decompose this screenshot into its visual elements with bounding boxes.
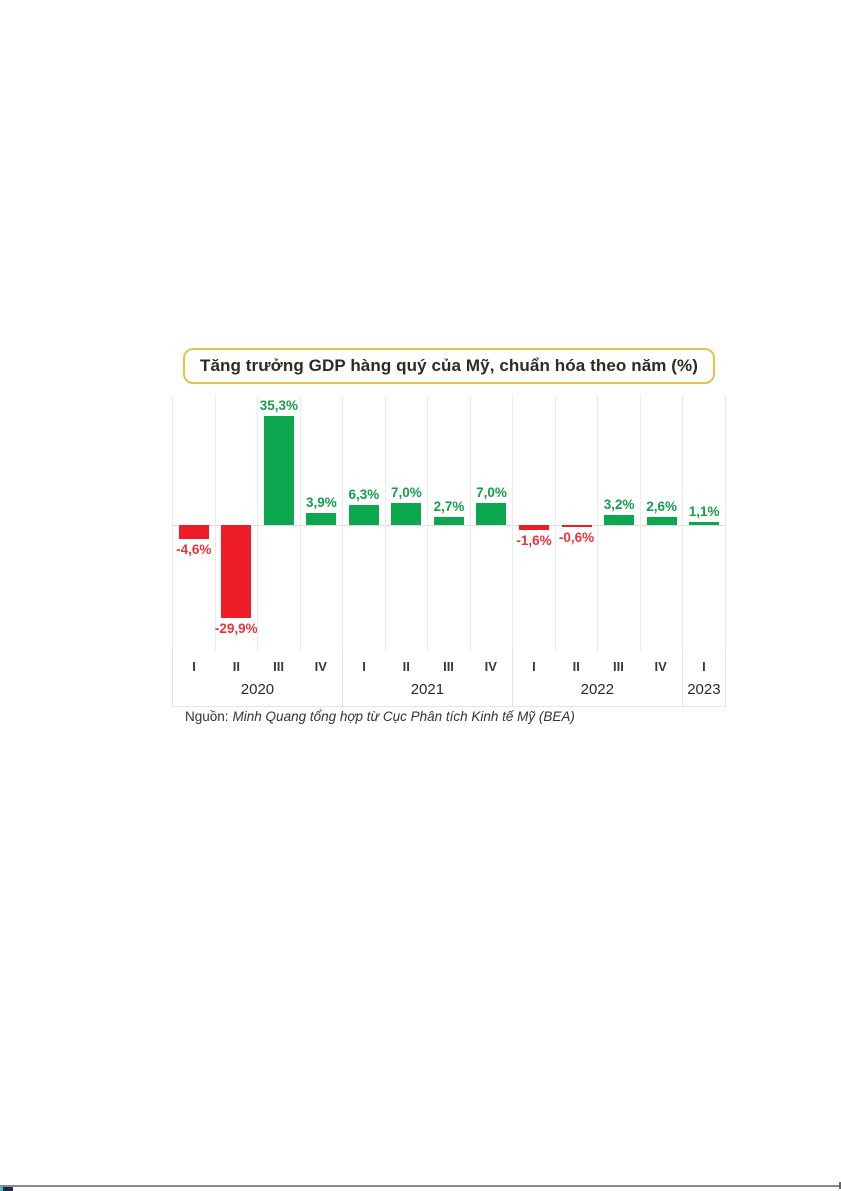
bar xyxy=(476,503,507,525)
bar-value-label: 3,9% xyxy=(305,495,337,510)
bar-value-label: -0,6% xyxy=(558,530,595,545)
bar-column: 7,0% xyxy=(384,395,428,652)
bar-value-label: 7,0% xyxy=(476,485,507,500)
chart-title-row: Tăng trưởng GDP hàng quý của Mỹ, chuẩn h… xyxy=(172,348,726,384)
bar-column: -4,6% xyxy=(172,395,215,652)
bar xyxy=(306,513,337,525)
year-label: 2020 xyxy=(240,681,275,698)
bar xyxy=(263,416,294,525)
quarter-tick-label: I xyxy=(362,659,366,674)
year-group: I II III IV 2020 xyxy=(172,652,342,706)
bar xyxy=(604,515,635,525)
bar xyxy=(348,505,379,525)
bar-value-label: 35,3% xyxy=(259,398,298,413)
chart-title: Tăng trưởng GDP hàng quý của Mỹ, chuẩn h… xyxy=(182,348,716,384)
year-label: 2022 xyxy=(580,681,614,698)
source-text: Minh Quang tổng hợp từ Cục Phân tích Kin… xyxy=(232,709,575,724)
bar xyxy=(391,503,422,525)
zero-baseline xyxy=(172,525,726,526)
bar-column: 1,1% xyxy=(682,395,726,652)
bottom-left-corner-accent xyxy=(0,1187,3,1191)
bar xyxy=(433,517,464,525)
bar-column: -1,6% xyxy=(512,395,555,652)
quarter-tick-label: IV xyxy=(654,659,667,674)
quarter-tick-row: I II III IV xyxy=(343,652,512,678)
quarter-tick-row: I II III IV xyxy=(173,652,342,678)
source-prefix: Nguồn: xyxy=(185,709,229,724)
bar-value-label: -29,9% xyxy=(214,621,258,636)
bar-column: 2,6% xyxy=(639,395,683,652)
bar-value-label: -1,6% xyxy=(516,533,552,548)
bar-column: -0,6% xyxy=(554,395,598,652)
bar xyxy=(221,525,252,618)
bar xyxy=(519,525,550,530)
bar-column: 2,7% xyxy=(427,395,470,652)
bar xyxy=(689,522,720,525)
bar-column: 3,2% xyxy=(597,395,640,652)
quarter-tick-label: IV xyxy=(484,659,497,674)
bar-value-label: 6,3% xyxy=(348,487,380,502)
quarter-tick-label: II xyxy=(572,659,580,674)
quarter-tick-label: III xyxy=(273,659,284,674)
x-axis: I II III IV 2020 I II III IV 2021 I II III IV 2022 I 202… xyxy=(172,652,726,707)
quarter-tick-label: III xyxy=(613,659,624,674)
bar-value-label: -4,6% xyxy=(176,542,212,557)
bar-value-label: 7,0% xyxy=(391,485,422,500)
year-group: I 2023 xyxy=(681,652,726,706)
bar-column: -29,9% xyxy=(214,395,258,652)
bottom-divider-line xyxy=(0,1185,841,1187)
bottom-left-corner-mark xyxy=(0,1187,13,1191)
bottom-right-corner-mark xyxy=(839,1182,841,1189)
bar-column: 35,3% xyxy=(257,395,300,652)
year-group: I II III IV 2021 xyxy=(341,652,512,706)
quarter-tick-row: I xyxy=(683,652,725,678)
quarter-tick-label: I xyxy=(532,659,536,674)
bar-column: 7,0% xyxy=(469,395,513,652)
quarter-tick-label: II xyxy=(402,659,410,674)
bar-value-label: 2,7% xyxy=(433,499,465,514)
year-group: I II III IV 2022 xyxy=(511,652,682,706)
bar-value-label: 1,1% xyxy=(688,504,720,519)
year-label: 2021 xyxy=(410,681,445,698)
quarter-tick-label: I xyxy=(192,659,196,674)
plot-area: -4,6% -29,9% 35,3% 3,9% 6,3% 7,0% 2,7% 7,0% -1,6… xyxy=(172,395,726,652)
bar-column: 6,3% xyxy=(342,395,385,652)
quarter-tick-label: I xyxy=(702,659,706,674)
bar xyxy=(178,525,209,539)
bar-column: 3,9% xyxy=(299,395,343,652)
bar xyxy=(646,517,677,525)
source-note: Nguồn: Minh Quang tổng hợp từ Cục Phân tí… xyxy=(185,709,575,724)
bar-value-label: 2,6% xyxy=(646,499,677,514)
year-label: 2023 xyxy=(687,681,721,698)
quarter-tick-row: I II III IV xyxy=(513,652,682,678)
quarter-tick-label: III xyxy=(443,659,454,674)
quarter-tick-label: II xyxy=(232,659,240,674)
bar xyxy=(561,525,592,527)
quarter-tick-label: IV xyxy=(314,659,327,674)
bar-value-label: 3,2% xyxy=(603,497,635,512)
